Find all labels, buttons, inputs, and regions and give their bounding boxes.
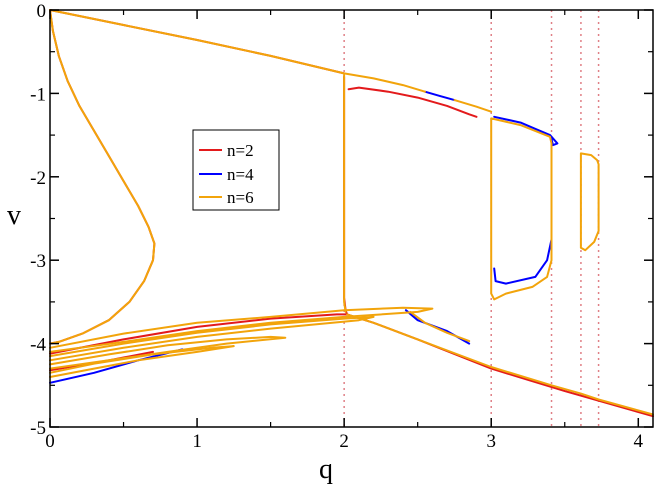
series-line-n4-1 xyxy=(493,115,559,147)
plot-frame xyxy=(49,9,654,428)
y-tick-label: -1 xyxy=(30,84,46,105)
x-tick-label: 2 xyxy=(339,431,349,452)
series-line-n6-11 xyxy=(409,310,471,343)
series-layer xyxy=(49,9,654,418)
y-tick-labels: 0 -1 -2 -3 -4 -5 xyxy=(30,1,46,439)
series-line-n2-2 xyxy=(347,86,478,118)
series-line-n6-1 xyxy=(49,9,426,93)
y-tick-label: -2 xyxy=(30,168,46,189)
legend-label-n6: n=6 xyxy=(227,188,254,207)
x-tick-labels: 0 1 2 3 4 xyxy=(45,431,643,452)
x-tick-label: 1 xyxy=(192,431,202,452)
series-line-n4-0 xyxy=(424,90,456,102)
series-line-n4-3 xyxy=(49,348,184,384)
x-tick-label: 3 xyxy=(486,431,496,452)
series-line-n6-2 xyxy=(453,99,493,113)
series-line-n6-4 xyxy=(346,313,654,416)
series-line-n6-6 xyxy=(579,152,600,252)
y-tick-label: -3 xyxy=(30,251,46,272)
series-line-n2-5 xyxy=(49,313,349,355)
series-line-n6-5 xyxy=(490,117,553,301)
legend-label-n2: n=2 xyxy=(227,141,254,160)
series-line-n6-7 xyxy=(49,306,434,353)
x-axis-label: q xyxy=(319,454,333,484)
y-tick-label: -4 xyxy=(30,335,46,356)
series-line-n4-2 xyxy=(493,238,553,285)
series-n6 xyxy=(49,9,654,416)
series-line-n6-0 xyxy=(49,9,156,345)
x-tick-label: 0 xyxy=(45,431,55,452)
series-line-n6-10 xyxy=(49,345,235,378)
y-tick-label: 0 xyxy=(37,1,47,22)
y-axis-label: v xyxy=(7,200,21,231)
plot-background xyxy=(50,10,653,427)
series-line-n6-3 xyxy=(343,74,347,313)
series-line-n6-8 xyxy=(49,315,375,362)
legend-label-n4: n=4 xyxy=(227,165,254,184)
x-tick-label: 4 xyxy=(634,431,644,452)
y-tick-label: -5 xyxy=(30,418,46,439)
legend: n=2 n=4 n=6 xyxy=(192,129,280,211)
